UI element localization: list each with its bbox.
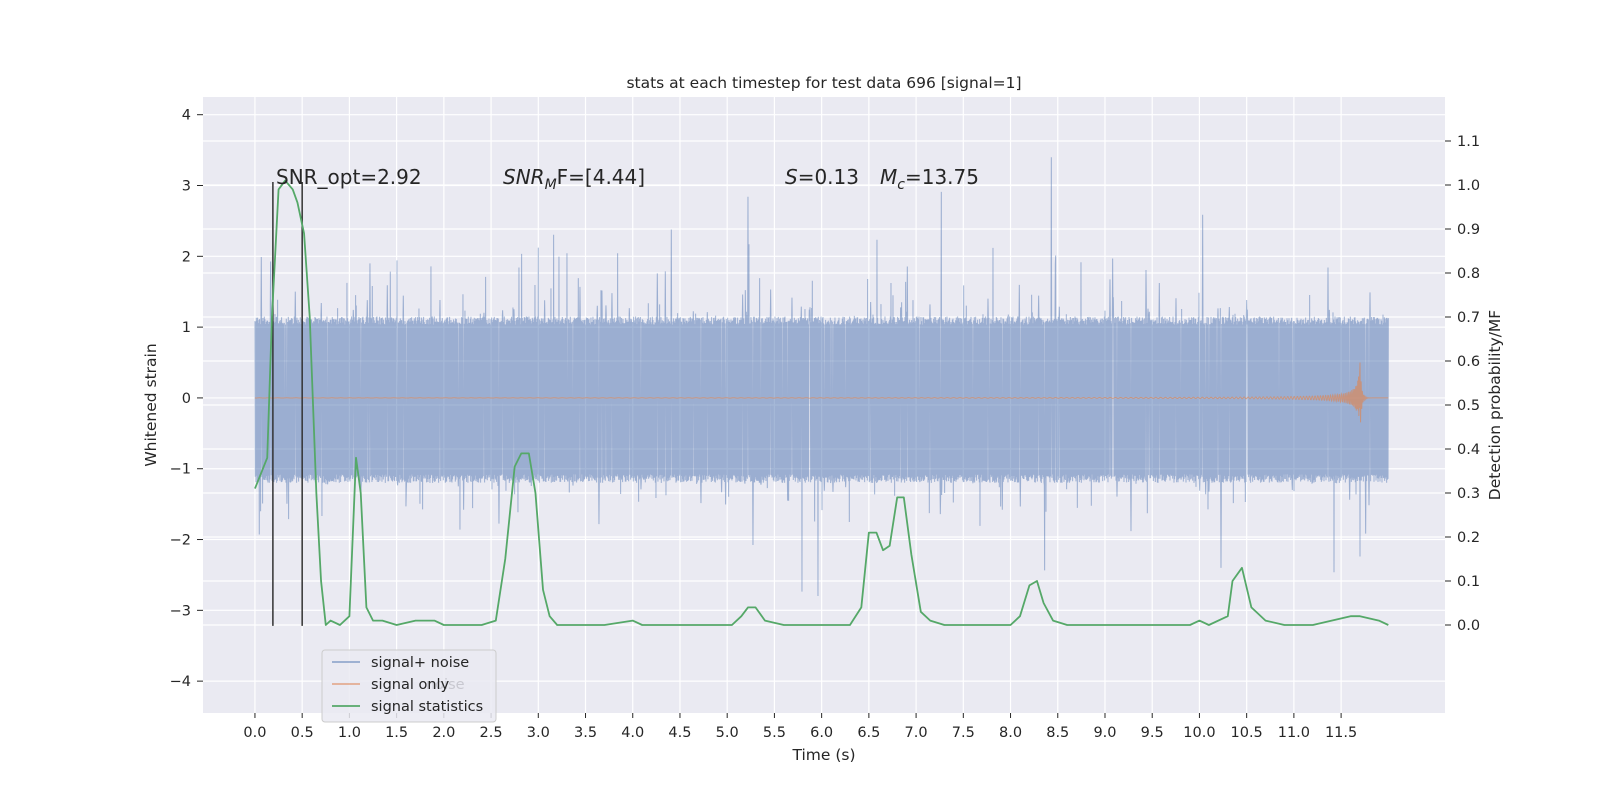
y-left-tick-label: 4 <box>182 108 191 124</box>
x-tick-label: 0.0 <box>243 725 266 741</box>
y-left-tick-label: −2 <box>170 533 191 549</box>
annotation-mc-rest: =13.75 <box>905 165 979 189</box>
vertical-markers <box>272 181 303 626</box>
annotation-s-rest: =0.13 <box>798 165 859 189</box>
series-signal-statistics <box>254 179 1389 626</box>
annotation-s: S=0.13 <box>785 165 859 189</box>
x-tick-label: 11.0 <box>1278 725 1310 741</box>
x-tick-label: 8.0 <box>999 725 1022 741</box>
x-tick-label: 3.0 <box>527 725 550 741</box>
y-right-tick-label: 0.9 <box>1457 222 1480 238</box>
statistics-trace <box>254 179 1389 626</box>
x-axis-ticks: 0.0 0.5 1.0 1.5 2.0 2.5 3.0 3.5 4.0 4.5 5.0 5.5 6.0 6… <box>243 713 1357 741</box>
y-left-tick-label: 2 <box>182 249 191 265</box>
x-tick-label: 4.5 <box>668 725 691 741</box>
series-signal-only <box>254 362 1389 423</box>
y-right-tick-label: 1.0 <box>1457 178 1480 194</box>
legend-label-signal-plus-noise: signal+ noise <box>371 655 469 671</box>
x-tick-label: 6.5 <box>857 725 880 741</box>
x-tick-label: 3.5 <box>574 725 597 741</box>
x-tick-label: 9.0 <box>1093 725 1116 741</box>
y-right-tick-label: 0.7 <box>1457 310 1480 326</box>
x-tick-label: 2.0 <box>432 725 455 741</box>
annotation-s-italic: S <box>785 165 798 189</box>
y-axis-left-label: Whitened strain <box>142 343 160 466</box>
y-axis-left-ticks: −4 −3 −2 −1 0 1 2 3 4 <box>170 108 203 690</box>
chart-title: stats at each timestep for test data 696… <box>626 74 1021 92</box>
legend-label-signal-only: signal only <box>371 677 450 693</box>
y-right-tick-label: 0.5 <box>1457 398 1480 414</box>
y-left-tick-label: −3 <box>170 603 191 619</box>
y-right-tick-label: 0.6 <box>1457 354 1480 370</box>
x-tick-label: 4.0 <box>621 725 644 741</box>
y-right-tick-label: 0.1 <box>1457 574 1480 590</box>
series-signal-plus-noise <box>254 157 1389 597</box>
y-right-tick-label: 1.1 <box>1457 134 1480 150</box>
annotation-mc-sub: c <box>897 177 905 193</box>
x-axis-label: Time (s) <box>791 746 855 764</box>
y-right-tick-label: 0.3 <box>1457 486 1480 502</box>
y-right-tick-label: 0.0 <box>1457 618 1480 634</box>
annotation-snr-opt: SNR_opt=2.92 <box>276 165 422 189</box>
x-tick-label: 10.5 <box>1231 725 1263 741</box>
x-tick-label: 7.0 <box>905 725 928 741</box>
x-tick-label: 2.5 <box>480 725 503 741</box>
legend-box <box>321 649 497 723</box>
chirp-trace <box>254 362 1389 423</box>
x-tick-label: 5.5 <box>763 725 786 741</box>
annotation-snr-mf-base: SNR <box>503 165 545 189</box>
y-right-tick-label: 0.8 <box>1457 266 1480 282</box>
annotation-mc-base: M <box>880 165 897 189</box>
x-tick-label: 0.5 <box>291 725 314 741</box>
annotations: SNR_opt=2.92 SNRMF=[4.44] S=0.13 Mc=13.7… <box>276 165 979 193</box>
annotation-snr-mf-rest: F=[4.44] <box>557 165 645 189</box>
y-left-tick-label: 0 <box>182 391 191 407</box>
y-left-tick-label: −4 <box>170 674 191 690</box>
noise-trace <box>254 157 1389 597</box>
x-tick-label: 6.0 <box>810 725 833 741</box>
x-tick-label: 7.5 <box>952 725 975 741</box>
y-right-tick-label: 0.2 <box>1457 530 1480 546</box>
annotation-snr-mf-sub: M <box>545 177 557 193</box>
y-axis-right-ticks: 0.0 0.1 0.2 0.3 0.4 0.5 0.6 0.7 0.8 0.9 1.0 1.1 <box>1445 134 1480 634</box>
legend: signal+ noise noise signal only signal s… <box>321 649 497 723</box>
x-tick-label: 9.5 <box>1141 725 1164 741</box>
x-tick-label: 1.0 <box>338 725 361 741</box>
y-axis-right-label: Detection probability/MF <box>1486 310 1504 501</box>
x-tick-label: 11.5 <box>1325 725 1357 741</box>
y-left-tick-label: 3 <box>182 179 191 195</box>
annotation-snr-mf: SNRMF=[4.44] <box>503 165 645 193</box>
y-left-tick-label: −1 <box>170 462 191 478</box>
legend-label-signal-statistics: signal statistics <box>371 699 483 715</box>
x-tick-label: 5.0 <box>716 725 739 741</box>
annotation-mc: Mc=13.75 <box>880 165 979 193</box>
legend-ghost-text: noise <box>426 677 465 693</box>
x-tick-label: 8.5 <box>1046 725 1069 741</box>
y-right-tick-label: 0.4 <box>1457 442 1480 458</box>
x-tick-label: 1.5 <box>385 725 408 741</box>
x-tick-label: 10.0 <box>1183 725 1215 741</box>
y-left-tick-label: 1 <box>182 320 191 336</box>
